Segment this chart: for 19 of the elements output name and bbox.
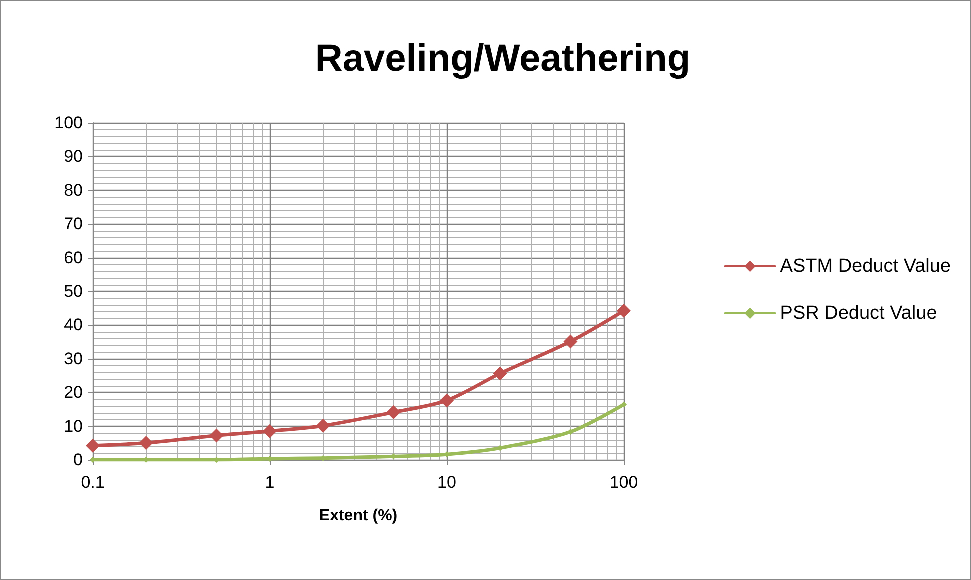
x-tick-label: 10 (438, 473, 456, 492)
y-tick-label: 20 (64, 383, 83, 402)
y-tick-label: 80 (64, 180, 83, 200)
y-tick-label: 0 (74, 450, 83, 470)
legend-label: ASTM Deduct Value (780, 256, 952, 277)
x-tick-label: 100 (610, 473, 638, 492)
y-tick-label: 30 (64, 349, 83, 368)
y-tick-label: 50 (64, 282, 83, 301)
y-tick-label: 90 (64, 147, 83, 166)
y-tick-label: 100 (54, 114, 83, 132)
y-tick-label: 60 (64, 248, 83, 268)
x-axis-title: Extent (%) (319, 508, 398, 524)
y-tick-label: 40 (64, 316, 83, 335)
chart-title: Raveling/Weathering (315, 38, 691, 80)
y-tick-label: 10 (64, 416, 83, 436)
y-tick-label: 70 (64, 214, 83, 234)
x-tick-label: 1 (265, 473, 275, 492)
x-tick-label: 0.1 (81, 473, 105, 492)
legend-label: PSR Deduct Value (780, 303, 938, 324)
